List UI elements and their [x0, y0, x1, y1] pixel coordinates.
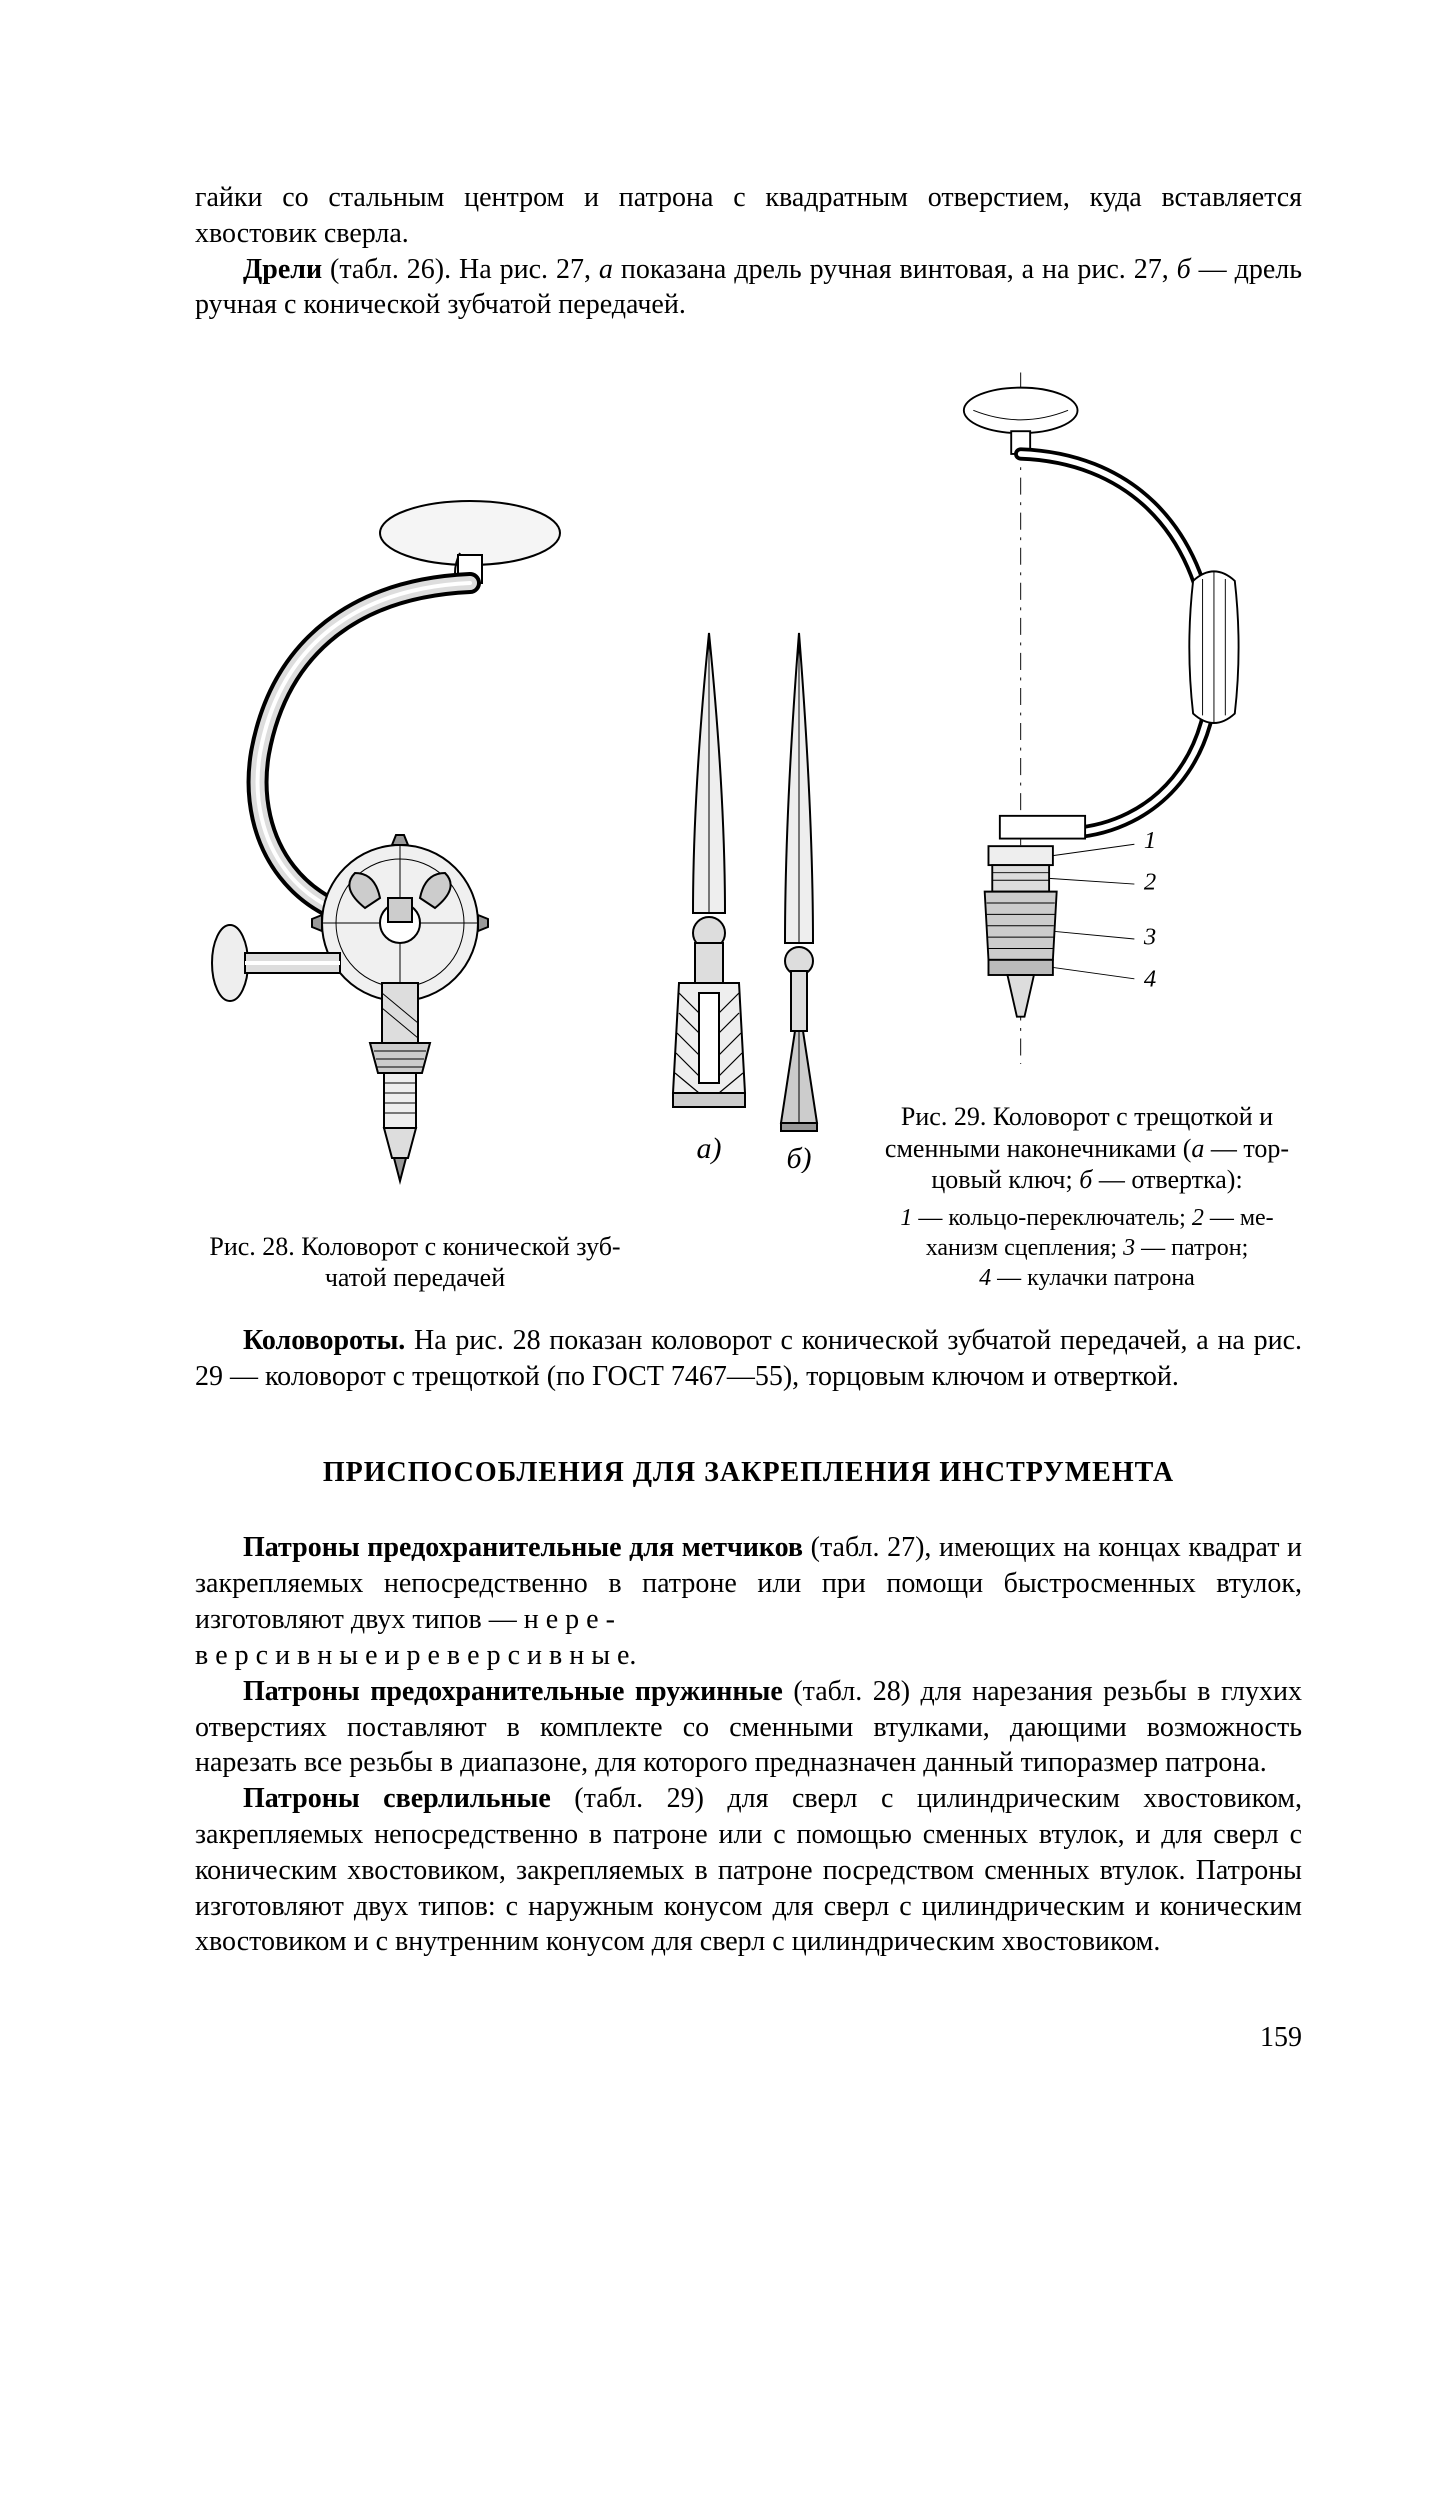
lead-dreli: Дрели	[243, 254, 322, 285]
lead-kolovoroty: Коловороты.	[243, 1325, 405, 1356]
p3-spaced3: р е в е р с и в н ы е.	[407, 1640, 637, 1671]
page-number: 159	[195, 2020, 1302, 2056]
label-a: а)	[696, 1132, 721, 1165]
p1b-mid: показана дрель ручная винтовая, а на рис…	[613, 254, 1177, 285]
para-patrony-predokhr: Патроны предохранительные для метчиков (…	[195, 1530, 1302, 1673]
figure-ab-box: а) б)	[654, 613, 854, 1173]
p1b-a: а	[599, 254, 613, 285]
caption-28: Рис. 28. Коловорот с конической зуб­чато…	[195, 1231, 635, 1293]
p1b-rest: (табл. 26). На рис. 27,	[322, 254, 599, 285]
leader-4: 4	[1144, 966, 1156, 993]
leader-3: 3	[1143, 924, 1156, 951]
label-b: б)	[786, 1142, 811, 1173]
para-patrony-sverl: Патроны сверлильные (табл. 29) для сверл…	[195, 1781, 1302, 1960]
p3-and: и	[378, 1640, 407, 1671]
figure-28-box: Рис. 28. Коловорот с конической зуб­чато…	[195, 493, 635, 1293]
p3-spaced1: н е р е -	[524, 1604, 615, 1635]
figure-ab-illustration: а) б)	[654, 613, 854, 1173]
lead-p5: Патроны сверлильные	[243, 1783, 551, 1814]
para1a: гайки со стальным центром и патрона с кв…	[195, 182, 1302, 249]
para-kolovoroty: Коловороты. На рис. 28 показан коловорот…	[195, 1323, 1302, 1395]
figure-29-illustration: 1 2 3 4	[907, 363, 1267, 1083]
figure-29-box: 1 2 3 4 Рис. 29. Коловорот с трещоткой и…	[872, 363, 1302, 1293]
figure-28-illustration	[200, 493, 630, 1213]
caption-29: Рис. 29. Коловорот с трещоткой и сменным…	[877, 1101, 1297, 1195]
para-dreli: Дрели (табл. 26). На рис. 27, а показана…	[195, 252, 1302, 324]
p1b-b: б	[1177, 254, 1191, 285]
lead-p4: Патроны предохранительные пружинные	[243, 1676, 783, 1707]
para-patrony-pruzhin: Патроны предохранительные пружинные (таб…	[195, 1674, 1302, 1781]
leader-1: 1	[1144, 827, 1156, 854]
figure-row: Рис. 28. Коловорот с конической зуб­чато…	[195, 363, 1302, 1293]
p3-spaced2: в е р с и в н ы е	[195, 1640, 378, 1671]
section-heading: ПРИСПОСОБЛЕНИЯ ДЛЯ ЗАКРЕПЛЕНИЯ ИНСТРУМЕН…	[195, 1455, 1302, 1491]
lead-p3: Патроны предохранительные для метчиков	[243, 1532, 803, 1563]
caption-29-list: 1 — кольцо-переключатель; 2 — ме­ханизм …	[877, 1203, 1297, 1293]
leader-2: 2	[1144, 869, 1156, 896]
para-top-continued: гайки со стальным центром и патрона с кв…	[195, 180, 1302, 252]
